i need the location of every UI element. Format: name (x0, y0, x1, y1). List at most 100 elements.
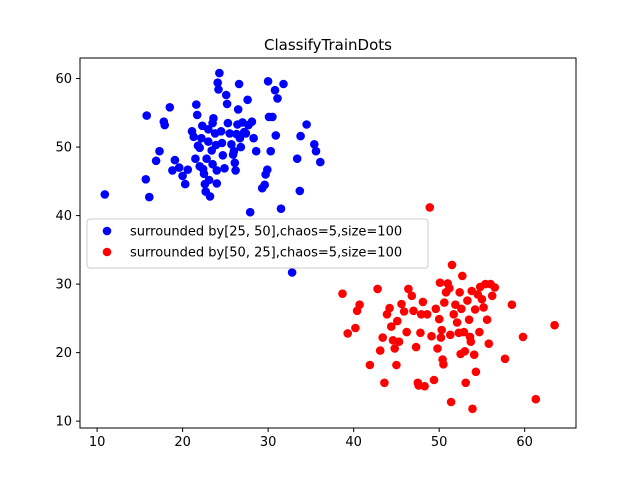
series-2-point-86 (550, 320, 559, 330)
series-1-point-80 (266, 146, 276, 156)
series-1-point-49 (220, 164, 229, 173)
series-2-point-85 (531, 394, 541, 404)
series-1-point-33 (204, 175, 214, 185)
series-2-point-29 (416, 310, 426, 319)
series-1-point-41 (212, 166, 222, 175)
series-2-point-40 (436, 333, 446, 342)
series-2-point-6 (365, 360, 375, 370)
legend-marker-2 (102, 247, 112, 257)
y-tick-label: 30 (55, 278, 72, 293)
series-1-point-24 (197, 133, 206, 143)
series-1-point-84 (273, 94, 282, 103)
series-1-point-1 (100, 190, 110, 199)
plot-frame (79, 57, 577, 429)
series-1-point-45 (215, 68, 224, 78)
series-2-point-19 (397, 299, 406, 309)
x-tick-label: 20 (174, 435, 191, 450)
y-tick-label: 40 (55, 209, 72, 224)
series-1-point-30 (202, 154, 211, 163)
series-2-point-57 (457, 304, 466, 314)
series-2-point-61 (461, 378, 471, 388)
series-1-point-18 (191, 154, 200, 163)
series-1-point-82 (270, 85, 280, 95)
series-2-point-39 (435, 278, 445, 288)
series-2-point-58 (458, 271, 467, 281)
series-2-point-32 (422, 310, 432, 319)
series-1-point-36 (208, 159, 217, 169)
series-1-point-88 (292, 154, 302, 163)
series-2-point-81 (490, 283, 500, 292)
series-2-point-44 (440, 298, 449, 307)
series-2-point-10 (380, 378, 389, 388)
series-1-point-2 (142, 111, 151, 120)
series-2-point-47 (445, 283, 454, 293)
series-2-point-43 (439, 360, 448, 369)
series-1-point-68 (243, 95, 252, 105)
series-2-point-63 (464, 315, 474, 325)
series-1-point-5 (151, 156, 161, 166)
series-1-point-90 (296, 131, 305, 141)
series-2-point-30 (418, 297, 428, 307)
series-2-point-35 (429, 375, 439, 385)
series-1-point-70 (245, 207, 255, 217)
series-1-point-50 (221, 90, 231, 100)
series-1-point-57 (230, 158, 240, 168)
series-1-point-83 (271, 131, 281, 140)
series-2-point-17 (393, 316, 402, 326)
series-2-point-51 (449, 310, 459, 319)
series-2-point-37 (433, 344, 442, 353)
y-tick-label: 10 (55, 415, 72, 430)
series-2-point-55 (455, 288, 465, 297)
series-2-point-72 (475, 327, 484, 337)
series-2-point-9 (378, 333, 388, 342)
series-2-point-48 (446, 330, 455, 340)
series-2-point-70 (471, 367, 481, 377)
series-1-point-81 (268, 112, 277, 122)
series-2-point-24 (409, 306, 418, 316)
legend-label-2: surrounded by[50, 25],chaos=5,size=100 (130, 246, 402, 261)
series-1-point-58 (231, 166, 240, 175)
series-1-point-13 (178, 171, 187, 181)
series-2-point-33 (425, 203, 435, 212)
series-2-point-2 (343, 329, 353, 338)
y-tick-label: 60 (55, 72, 72, 87)
series-1-point-38 (209, 114, 218, 123)
series-1-point-27 (199, 169, 209, 179)
series-1-point-9 (165, 103, 175, 112)
series-1-point-12 (174, 163, 184, 172)
series-2-point-22 (404, 284, 413, 294)
series-2-point-59 (459, 327, 469, 337)
series-1-point-44 (214, 85, 223, 94)
series-1-point-77 (263, 165, 272, 174)
series-2-point-20 (399, 307, 409, 316)
x-tick-label: 50 (431, 435, 448, 450)
series-2-point-16 (392, 360, 401, 370)
series-1-point-64 (236, 142, 246, 152)
series-2-point-69 (470, 305, 480, 314)
series-1-point-8 (160, 120, 169, 130)
series-1-point-87 (287, 268, 297, 277)
series-1-point-3 (141, 175, 151, 184)
series-1-point-54 (227, 140, 236, 149)
series-2-point-50 (447, 260, 457, 270)
series-1-point-11 (170, 155, 180, 165)
series-1-point-56 (229, 146, 239, 156)
plot-points (100, 68, 559, 414)
series-1-point-62 (234, 79, 244, 89)
y-tick-label: 50 (55, 141, 72, 156)
series-1-point-63 (235, 133, 245, 143)
series-2-point-7 (373, 284, 382, 294)
series-1-point-94 (316, 157, 325, 167)
series-1-point-93 (311, 146, 321, 156)
series-2-point-13 (387, 322, 396, 331)
series-1-point-43 (213, 78, 222, 87)
series-2-point-53 (452, 318, 462, 327)
series-1-point-19 (192, 100, 201, 109)
series-2-point-12 (385, 303, 394, 313)
series-2-point-34 (427, 331, 436, 341)
series-2-point-25 (411, 342, 421, 352)
series-1-point-31 (204, 125, 213, 134)
series-2-point-28 (416, 328, 425, 338)
series-2-point-77 (482, 315, 492, 325)
series-1-point-53 (225, 129, 234, 138)
